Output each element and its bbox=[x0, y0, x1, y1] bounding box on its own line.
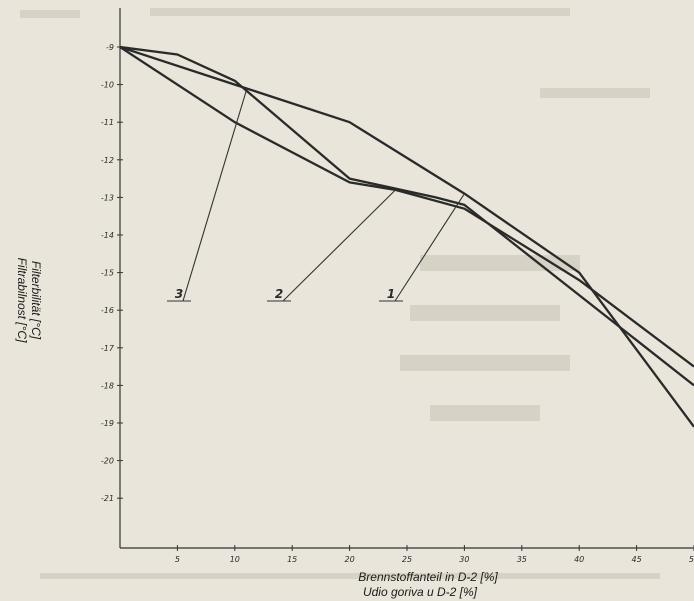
y-tick-label: -13 bbox=[101, 193, 114, 202]
x-tick-label: 40 bbox=[574, 555, 584, 564]
leader-line-2 bbox=[282, 189, 396, 302]
leader-line-1 bbox=[394, 193, 465, 302]
series-tag-1: 1 bbox=[387, 287, 395, 301]
y-axis-title-de: Filterbilität [°C] bbox=[29, 261, 43, 340]
x-axis-title-hr: Udio goriva u D-2 [%] bbox=[363, 585, 478, 599]
y-tick-label: -19 bbox=[101, 419, 114, 428]
leader-line-3 bbox=[182, 90, 247, 302]
series-line-1 bbox=[119, 45, 694, 428]
y-tick-label: -11 bbox=[101, 118, 114, 127]
y-tick-label: -14 bbox=[101, 231, 114, 240]
x-tick-label: 30 bbox=[459, 555, 469, 564]
y-tick-label: -15 bbox=[101, 269, 114, 278]
x-tick-label: 15 bbox=[287, 555, 297, 564]
x-tick-label: 50 bbox=[689, 555, 694, 564]
y-tick-label: -21 bbox=[101, 494, 114, 503]
y-axis-title-hr: Filtrabilnost [°C] bbox=[15, 258, 29, 343]
y-tick-label: -18 bbox=[101, 381, 114, 390]
series-tag-3: 3 bbox=[175, 287, 183, 301]
x-tick-label: 10 bbox=[230, 555, 240, 564]
y-tick-label: -20 bbox=[101, 457, 114, 466]
y-tick-label: -17 bbox=[101, 344, 115, 353]
series-leader-lines: 1 2 3 bbox=[167, 90, 465, 302]
x-axis-title-de: Brennstoffanteil in D-2 [%] bbox=[358, 570, 498, 584]
bleed-through-text bbox=[20, 8, 660, 579]
x-tick-label: 35 bbox=[517, 555, 527, 564]
y-tick-label: -10 bbox=[101, 81, 114, 90]
series-line-3 bbox=[119, 45, 694, 387]
x-tick-label: 20 bbox=[345, 555, 355, 564]
x-tick-label: 25 bbox=[402, 555, 412, 564]
series-tag-2: 2 bbox=[275, 287, 283, 301]
x-tick-label: 45 bbox=[632, 555, 642, 564]
y-tick-label: -16 bbox=[101, 306, 114, 315]
y-axis-ticks: -9 -10 -11 -12 -13 -14 -15 -16 -17 -18 -19 -20 -21 bbox=[101, 43, 123, 503]
x-axis-ticks: 5 10 15 20 25 30 35 40 45 50 bbox=[175, 545, 694, 564]
x-tick-label: 5 bbox=[175, 555, 180, 564]
y-tick-label: -12 bbox=[101, 156, 114, 165]
y-tick-label: -9 bbox=[106, 43, 114, 52]
